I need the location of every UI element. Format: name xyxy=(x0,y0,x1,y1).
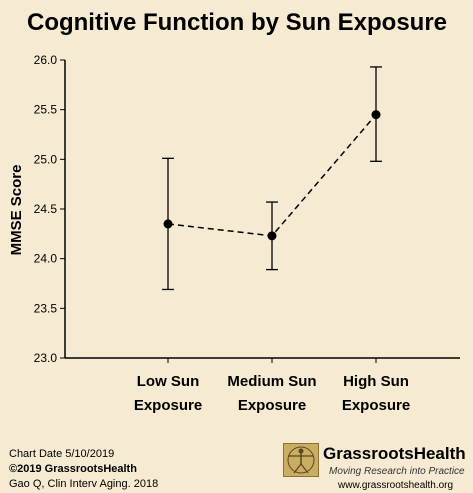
plot-area: 23.0 23.5 24.0 24.5 25.0 25.5 26.0 Low Sun Expos… xyxy=(34,53,460,414)
data-point xyxy=(371,110,381,120)
x-tick-label: Low Sun xyxy=(137,373,200,390)
y-tick-label: 24.0 xyxy=(34,252,58,266)
y-tick-label: 23.0 xyxy=(34,351,58,365)
brand-name: GrassrootsHealth xyxy=(323,444,466,463)
x-tick-label: Medium Sun xyxy=(227,373,316,390)
x-tick-label: Exposure xyxy=(342,397,410,414)
y-tick-label: 23.5 xyxy=(34,301,58,315)
y-tick-label: 25.0 xyxy=(34,152,58,166)
source-citation: Gao Q, Clin Interv Aging. 2018 xyxy=(9,478,159,490)
chart: Cognitive Function by Sun Exposure 23.02… xyxy=(8,9,460,414)
copyright: ©2019 GrassrootsHealth xyxy=(9,463,137,475)
chart-title: Cognitive Function by Sun Exposure xyxy=(27,9,447,36)
data-point xyxy=(267,231,277,241)
vitruvian-logo-icon xyxy=(283,443,319,477)
x-tick-label: Exposure xyxy=(134,397,202,414)
x-tick-label: High Sun xyxy=(343,373,409,390)
brand-tagline: Moving Research into Practice xyxy=(329,466,465,477)
brand-url[interactable]: www.grassrootshealth.org xyxy=(338,480,454,491)
chart-date: Chart Date 5/10/2019 xyxy=(9,448,115,460)
x-tick-label: Exposure xyxy=(238,397,306,414)
y-tick-label: 24.5 xyxy=(34,202,58,216)
y-tick-label: 25.5 xyxy=(34,103,58,117)
brand-block: GrassrootsHealth Moving Research into Pr… xyxy=(283,441,468,491)
footer-credits: Chart Date 5/10/2019 ©2019 GrassrootsHea… xyxy=(9,447,158,492)
y-axis-label: MMSE Score xyxy=(8,165,25,256)
data-point xyxy=(163,219,173,229)
y-tick-label: 26.0 xyxy=(34,53,58,67)
